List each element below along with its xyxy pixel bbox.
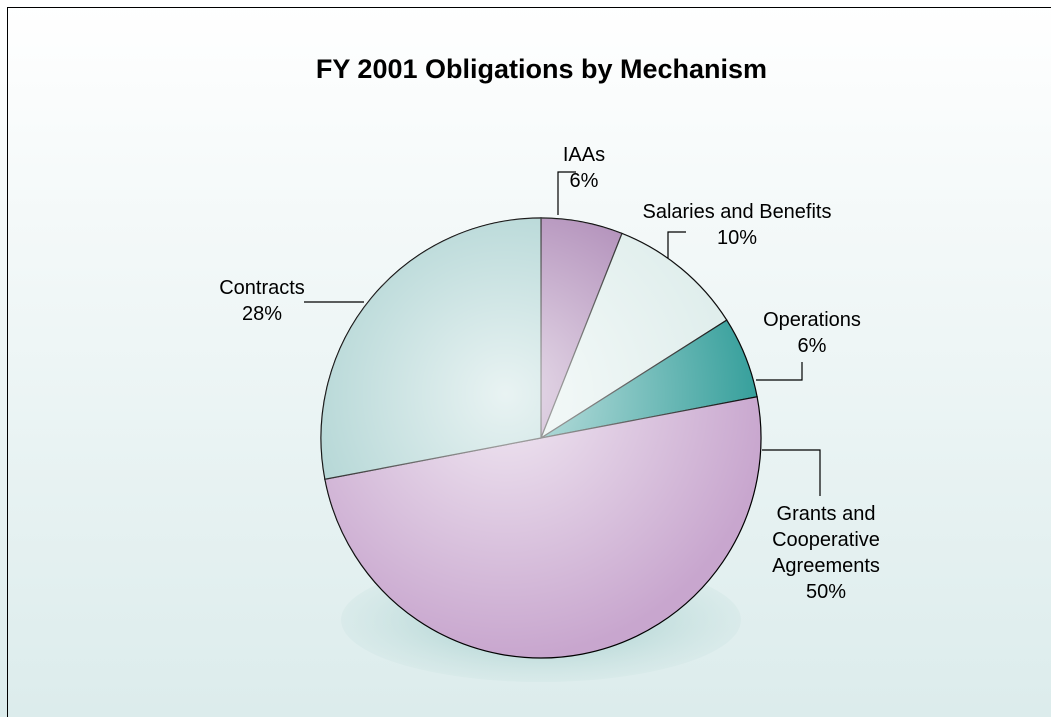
leader-line <box>756 362 803 381</box>
slice-label: Grants and Cooperative Agreements 50% <box>741 501 911 605</box>
leader-line <box>762 449 821 496</box>
category-label: Grants and Cooperative Agreements <box>772 503 880 577</box>
value-label: 6% <box>569 170 599 192</box>
chart-title: FY 2001 Obligations by Mechanism <box>315 54 768 84</box>
pie-slice <box>320 217 542 480</box>
category-label: Operations <box>763 309 861 331</box>
value-label: 28% <box>241 303 283 325</box>
value-label: 10% <box>716 227 758 249</box>
category-label: IAAs <box>562 144 606 166</box>
value-label: 6% <box>797 335 827 357</box>
slice-label: Contracts 28% <box>162 275 362 327</box>
leader-line <box>557 171 576 215</box>
frame-border <box>7 7 1051 717</box>
slice-label: IAAs 6% <box>484 142 684 194</box>
leader-line <box>667 231 686 258</box>
category-label: Contracts <box>219 277 305 299</box>
value-label: 50% <box>805 581 847 603</box>
slice-label: Salaries and Benefits 10% <box>637 199 837 251</box>
category-label: Salaries and Benefits <box>642 201 832 223</box>
slice-label: Operations 6% <box>712 307 912 359</box>
